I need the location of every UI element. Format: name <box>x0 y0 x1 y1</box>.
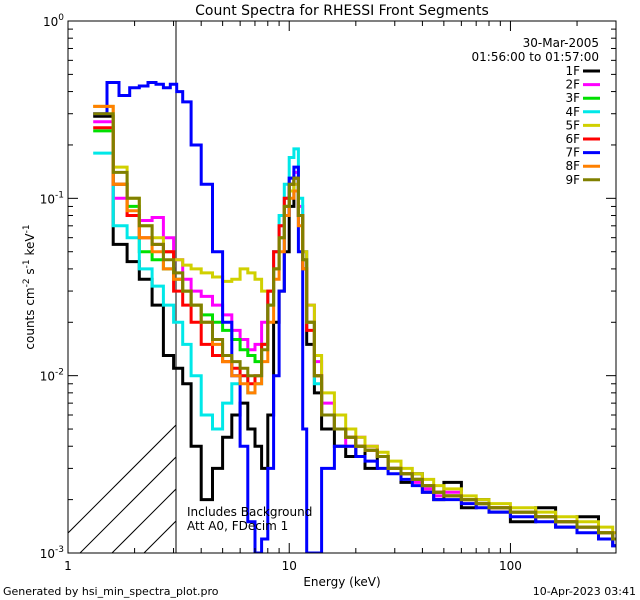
plot-frame <box>67 20 617 554</box>
hatch-line <box>68 424 176 534</box>
series-line-8f <box>93 104 616 541</box>
annotation-attenuator: Att A0, FDecim 1 <box>187 519 288 533</box>
legend-time-range: 01:56:00 to 01:57:00 <box>472 50 599 64</box>
legend-label-9f: 9F <box>565 173 580 187</box>
series-group <box>93 81 616 553</box>
legend-label-1f: 1F <box>565 64 580 78</box>
hatch-line <box>528 0 640 553</box>
series-line-1f <box>93 114 616 548</box>
hatch-line <box>624 0 640 553</box>
x-tick-label: 10 <box>282 559 297 573</box>
axis-ticks <box>67 21 617 554</box>
footer-timestamp: 10-Apr-2023 03:41 <box>533 585 636 598</box>
hatch-line <box>111 488 176 553</box>
x-axis-label: Energy (keV) <box>303 575 380 589</box>
y-tick-label: 10-3 <box>40 545 64 561</box>
legend-label-4f: 4F <box>565 105 580 119</box>
legend-label-6f: 6F <box>565 132 580 146</box>
tick-labels: 1 10 100 100 10-1 10-2 10-3 <box>40 13 522 573</box>
annotation-background: Includes Background <box>187 505 312 519</box>
series-line-3f <box>93 129 616 541</box>
series-line-7f <box>93 81 616 553</box>
x-tick-label: 1 <box>64 559 72 573</box>
hatch-line <box>79 456 176 553</box>
hatch-line <box>336 0 640 553</box>
x-tick-label: 100 <box>499 559 522 573</box>
hatch-line <box>432 0 640 553</box>
hatch-line <box>464 0 640 553</box>
y-tick-label: 10-2 <box>40 368 64 384</box>
hatch-line <box>304 0 640 553</box>
hatch-line <box>240 0 640 553</box>
legend-label-8f: 8F <box>565 159 580 173</box>
series-line-9f <box>93 112 616 541</box>
series-line-6f <box>93 126 616 541</box>
hatch-line <box>368 0 640 553</box>
legend-label-7f: 7F <box>565 146 580 160</box>
hatch-line <box>400 0 640 553</box>
series-line-5f <box>93 104 616 535</box>
chart-title: Count Spectra for RHESSI Front Segments <box>195 3 489 19</box>
y-tick-label: 100 <box>43 13 64 29</box>
series-line-4f <box>93 147 616 541</box>
legend-label-5f: 5F <box>565 118 580 132</box>
y-tick-label: 10-1 <box>40 190 64 206</box>
footer-generated-by: Generated by hsi_min_spectra_plot.pro <box>3 585 219 598</box>
hatched-background-region <box>68 0 640 553</box>
hatch-line <box>272 0 640 553</box>
y-axis-label: counts cm-2 s-1 keV-1 <box>22 224 37 349</box>
legend-label-3f: 3F <box>565 91 580 105</box>
legend-date: 30-Mar-2005 <box>523 36 599 50</box>
legend-label-2f: 2F <box>565 78 580 92</box>
series-line-2f <box>93 120 616 541</box>
